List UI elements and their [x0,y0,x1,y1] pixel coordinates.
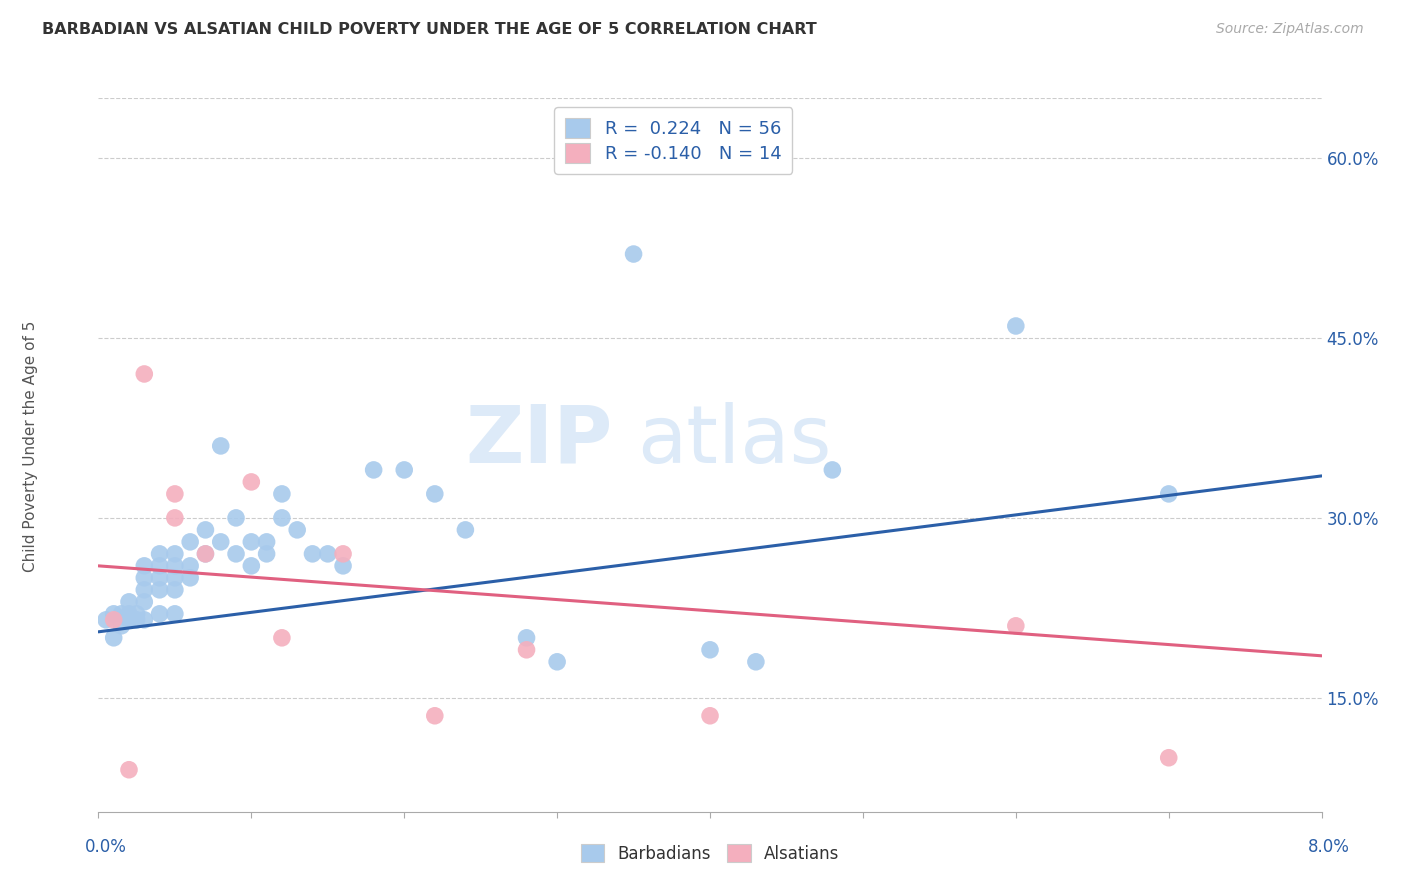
Point [516,631,538,645]
Point [125,607,148,621]
Point [149,558,172,573]
Text: Child Poverty Under the Age of 5: Child Poverty Under the Age of 5 [24,320,38,572]
Point [516,642,538,657]
Point [316,547,339,561]
Point [118,613,141,627]
Point [134,595,156,609]
Point [225,511,247,525]
Point [270,511,294,525]
Point [103,613,125,627]
Point [270,631,294,645]
Point [103,631,125,645]
Point [699,708,721,723]
Point [332,558,354,573]
Point [392,463,416,477]
Point [134,613,156,627]
Point [821,463,844,477]
Text: 8.0%: 8.0% [1308,838,1350,855]
Point [163,607,186,621]
Point [270,487,294,501]
Text: 0.0%: 0.0% [84,838,127,855]
Point [240,558,263,573]
Legend: Barbadians, Alsatians: Barbadians, Alsatians [572,836,848,871]
Point [179,534,201,549]
Point [118,595,141,609]
Point [134,571,156,585]
Point [134,367,156,381]
Point [149,607,172,621]
Point [110,619,132,633]
Point [149,571,172,585]
Point [285,523,308,537]
Point [363,463,385,477]
Text: BARBADIAN VS ALSATIAN CHILD POVERTY UNDER THE AGE OF 5 CORRELATION CHART: BARBADIAN VS ALSATIAN CHILD POVERTY UNDE… [42,22,817,37]
Point [125,613,148,627]
Point [179,571,201,585]
Point [423,487,446,501]
Point [623,247,645,261]
Point [110,607,132,621]
Point [209,534,232,549]
Point [163,487,186,501]
Point [103,607,125,621]
Point [118,607,141,621]
Text: ZIP: ZIP [465,401,612,480]
Point [179,558,201,573]
Point [1157,750,1180,764]
Point [301,547,323,561]
Point [209,439,232,453]
Point [163,558,186,573]
Point [194,547,217,561]
Point [1004,318,1026,333]
Point [134,582,156,597]
Point [149,547,172,561]
Point [118,763,141,777]
Point [163,547,186,561]
Point [163,511,186,525]
Text: Source: ZipAtlas.com: Source: ZipAtlas.com [1216,22,1364,37]
Text: atlas: atlas [637,401,831,480]
Point [454,523,477,537]
Point [194,547,217,561]
Point [149,582,172,597]
Point [163,571,186,585]
Point [240,475,263,489]
Point [423,708,446,723]
Point [745,655,768,669]
Point [1004,619,1026,633]
Point [194,523,217,537]
Point [163,582,186,597]
Point [546,655,568,669]
Point [256,534,278,549]
Point [94,613,117,627]
Point [1157,487,1180,501]
Point [699,642,721,657]
Point [225,547,247,561]
Point [240,534,263,549]
Point [256,547,278,561]
Point [332,547,354,561]
Point [134,558,156,573]
